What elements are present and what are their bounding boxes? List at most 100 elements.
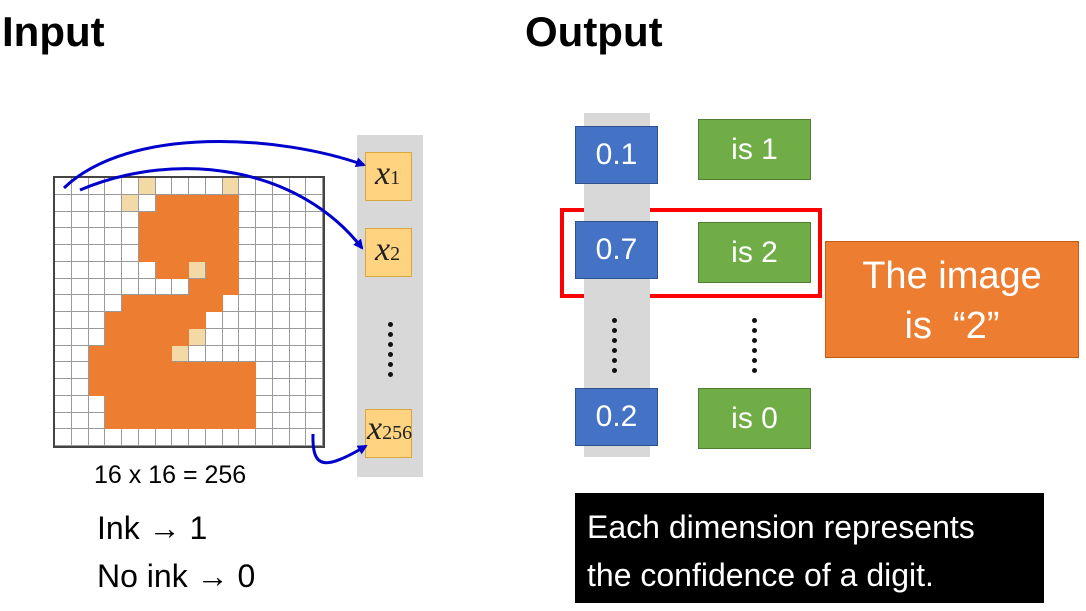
x2-var: x [375,231,391,268]
pixel-cell [205,429,223,446]
note-box: Each dimension represents the confidence… [575,493,1044,603]
pixel-cell [88,379,106,396]
pixel-cell [222,295,240,312]
pixel-cell [272,362,290,379]
pixel-cell [138,194,156,212]
pixel-cell [205,211,223,229]
pixel-cell [122,362,139,379]
pixel-cell [138,395,156,413]
pixel-cell [172,429,189,446]
pixel-cell [306,412,323,430]
pixel-cell [55,295,72,312]
pixel-cell [189,228,206,245]
pixel-cell [205,312,223,329]
pixel-cell [88,261,106,279]
pixel-cell [222,245,240,262]
pixel-cell [105,245,122,262]
pixel-cell [239,395,256,413]
pixel-cell [272,429,290,446]
pixel-cell [272,211,290,229]
pixel-cell [205,278,223,296]
pixel-cell [155,245,173,262]
pixel-cell [256,379,273,396]
pixel-cell [71,245,89,262]
pixel-cell [289,295,307,312]
pixel-cell [155,178,173,195]
pixel-cell [306,312,323,329]
pixel-cell [105,345,122,363]
pixel-cell [105,211,122,229]
pixel-cell [289,261,307,279]
pixel-cell [189,278,206,296]
pixel-cell [272,178,290,195]
pixel-cell [222,312,240,329]
pixel-cell [256,429,273,446]
pixel-cell [138,412,156,430]
pixel-cell [306,345,323,363]
pixel-cell [88,328,106,346]
pixel-cell [306,211,323,229]
pixel-cell [222,429,240,446]
arrow-to-x256 [311,433,368,465]
pixel-cell [122,412,139,430]
pixel-cell [289,194,307,212]
pixel-cell [306,295,323,312]
pixel-cell [189,178,206,195]
pixel-cell [55,429,72,446]
pixel-cell [256,328,273,346]
output-heading: Output [525,8,663,55]
pixel-cell [306,245,323,262]
pixel-cell [256,412,273,430]
pixel-cell [172,345,189,363]
pixel-cell [105,429,122,446]
pixel-cell [122,429,139,446]
pixel-cell [71,194,89,212]
pixel-cell [289,328,307,346]
pixel-cell [88,412,106,430]
pixel-cell [289,412,307,430]
pixel-cell [55,261,72,279]
pixel-cell [189,312,206,329]
pixel-cell [222,328,240,346]
pixel-cell [122,295,139,312]
pixel-cell [189,429,206,446]
pixel-cell [222,362,240,379]
pixel-cell [289,245,307,262]
pixel-cell [189,245,206,262]
x256-var: x [367,410,383,447]
pixel-cell [239,245,256,262]
pixel-cell [189,379,206,396]
pixel-cell [272,228,290,245]
pixel-cell [172,395,189,413]
pixel-cell [155,429,173,446]
pixel-cell [155,412,173,430]
pixel-cell [239,295,256,312]
pixel-cell [272,379,290,396]
pixel-cell [105,312,122,329]
pixel-cell [122,312,139,329]
pixel-cell [272,245,290,262]
pixel-cell [272,261,290,279]
pixel-cell [172,245,189,262]
pixel-cell [306,178,323,195]
pixel-cell [71,228,89,245]
pixel-cell [155,379,173,396]
pixel-cell [205,261,223,279]
pixel-cell [172,295,189,312]
pixel-cell [205,295,223,312]
pixel-cell [239,412,256,430]
pixel-cell [105,261,122,279]
pixel-cell [55,379,72,396]
pixel-cell [138,362,156,379]
pixel-cell [155,278,173,296]
pixel-cell [272,194,290,212]
pixel-cell [155,395,173,413]
pixel-cell [138,228,156,245]
note-line-2: the confidence of a digit. [587,557,934,593]
pixel-cell [189,362,206,379]
pixel-cell [289,395,307,413]
pixel-cell [256,228,273,245]
pixel-cell [239,211,256,229]
pixel-cell [105,362,122,379]
pixel-cell [172,228,189,245]
